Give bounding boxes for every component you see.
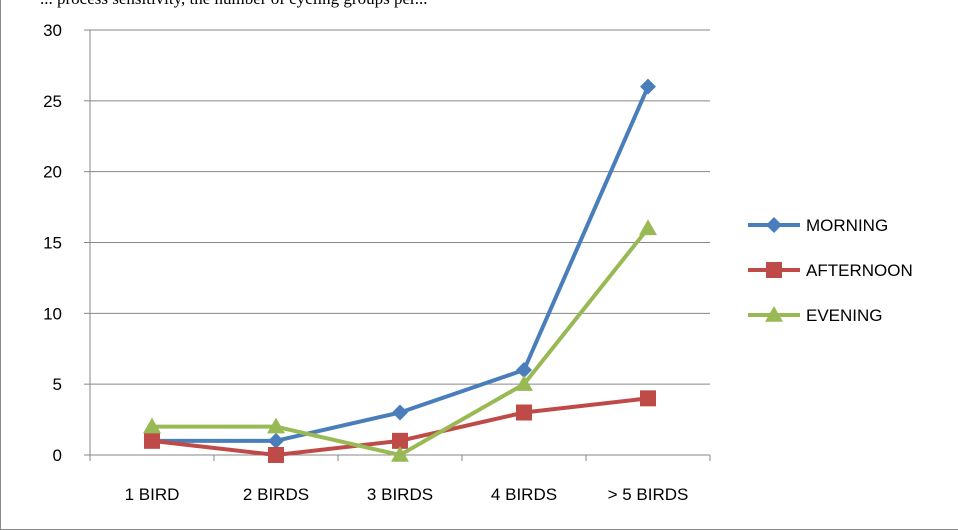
legend-label-evening: EVENING	[806, 306, 883, 325]
data-point-morning	[640, 78, 656, 95]
x-tick-label: 4 BIRDS	[491, 485, 557, 504]
series-afternoon	[144, 390, 656, 463]
data-point-evening	[515, 375, 533, 391]
data-point-afternoon	[516, 404, 532, 421]
y-tick-label: 20	[43, 163, 62, 182]
y-tick-label: 25	[43, 92, 62, 111]
data-point-morning	[392, 404, 408, 421]
x-tick-label: 3 BIRDS	[367, 485, 433, 504]
series-line-evening	[152, 227, 650, 457]
legend-item-evening: EVENING	[748, 306, 883, 325]
series-group	[143, 78, 657, 463]
legend: MORNING AFTERNOON EVENING	[748, 216, 913, 325]
data-point-afternoon	[144, 432, 160, 449]
series-line-morning	[152, 85, 650, 443]
legend-marker-evening	[765, 306, 783, 322]
data-point-evening	[267, 417, 285, 434]
x-tick-label: 2 BIRDS	[243, 485, 309, 504]
data-point-morning	[516, 362, 532, 378]
x-axis: 1 BIRD 2 BIRDS 3 BIRDS 4 BIRDS > 5 BIRDS	[89, 454, 711, 504]
data-point-evening	[143, 417, 161, 434]
gridlines	[90, 29, 710, 385]
data-point-afternoon	[268, 447, 284, 463]
data-point-morning	[268, 432, 284, 449]
y-tick-label: 15	[43, 234, 62, 253]
x-tick-label: 1 BIRD	[125, 485, 180, 504]
data-point-afternoon	[640, 390, 656, 407]
series-evening	[143, 219, 657, 462]
series-morning	[144, 78, 656, 449]
y-tick-label: 5	[53, 375, 62, 394]
x-tick-label: > 5 BIRDS	[608, 485, 689, 504]
legend-label-afternoon: AFTERNOON	[806, 261, 913, 280]
y-tick-label: 30	[43, 21, 62, 40]
legend-marker-afternoon	[766, 262, 782, 278]
data-point-afternoon	[392, 432, 408, 449]
cropped-caption: ... process sensitivity, the number of c…	[0, 0, 958, 9]
data-point-evening	[391, 446, 409, 462]
legend-item-morning: MORNING	[748, 216, 888, 235]
y-tick-label: 10	[43, 304, 62, 323]
legend-item-afternoon: AFTERNOON	[748, 261, 913, 280]
legend-label-morning: MORNING	[806, 216, 888, 235]
legend-marker-morning	[766, 217, 782, 233]
y-axis: 0 5 10 15 20 25 30	[43, 21, 91, 465]
data-point-evening	[639, 219, 657, 236]
y-tick-label: 0	[53, 446, 62, 465]
